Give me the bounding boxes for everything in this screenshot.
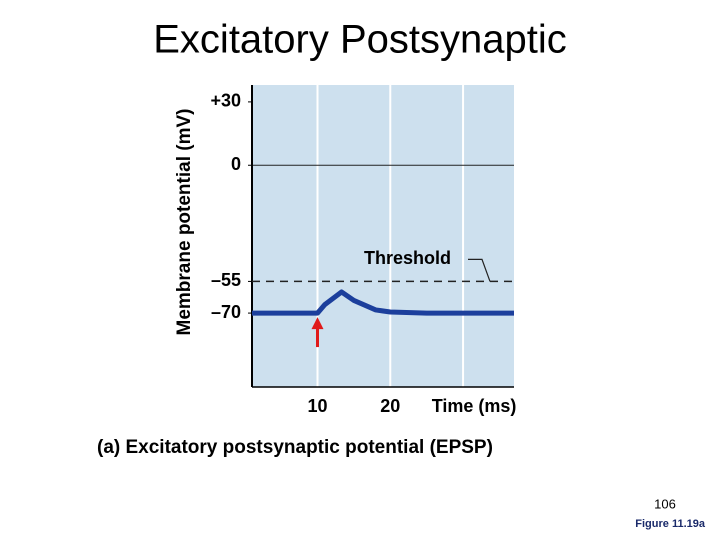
plot-area xyxy=(252,85,514,387)
x-tick-label: Time (ms) xyxy=(432,396,517,416)
x-tick-label: 10 xyxy=(307,396,327,416)
series-line xyxy=(252,289,514,316)
y-tick-label: 0 xyxy=(231,154,241,174)
stimulus-arrowhead xyxy=(311,317,324,330)
x-tick-label: 20 xyxy=(380,396,400,416)
figure-ref: Figure 11.19a xyxy=(635,518,706,530)
threshold-label: Threshold xyxy=(364,248,451,268)
y-tick-label: –70 xyxy=(211,302,241,322)
slide-title: Excitatory Postsynaptic xyxy=(153,18,567,62)
threshold-pointer xyxy=(468,258,491,282)
y-tick-label: –55 xyxy=(211,270,241,290)
chart-caption: (a) Excitatory postsynaptic potential (E… xyxy=(97,437,493,458)
y-tick-label: +30 xyxy=(210,91,241,111)
y-axis-label: Membrane potential (mV) xyxy=(174,109,195,336)
page-number: 106 xyxy=(654,496,676,511)
